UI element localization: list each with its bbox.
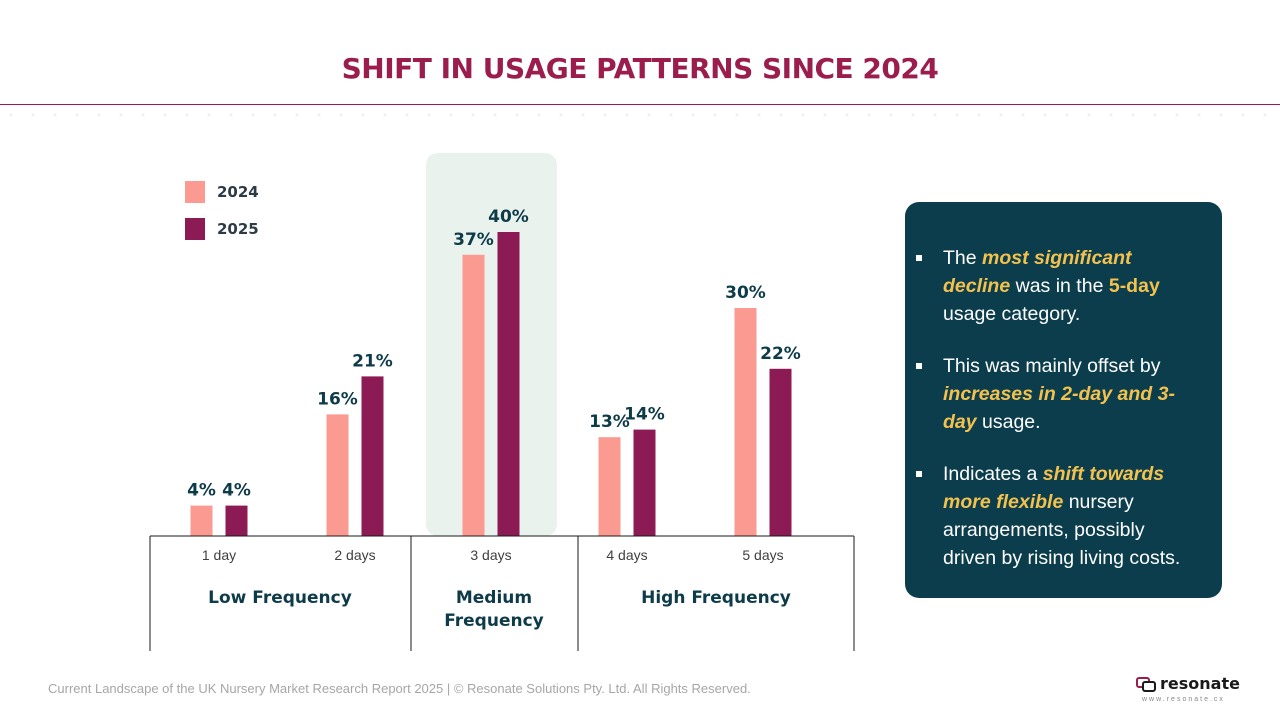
insight-item: This was mainly offset by increases in 2… <box>916 352 1202 436</box>
brand-name: resonate <box>1160 674 1240 693</box>
brand-url: www.resonate.cx <box>1142 696 1225 703</box>
data-label: 37% <box>453 230 494 250</box>
chart-legend: 2024 2025 <box>185 181 259 255</box>
bar-2025-5-days <box>769 368 792 536</box>
data-label: 14% <box>624 405 665 425</box>
legend-item-2024: 2024 <box>185 181 259 203</box>
insight-item: The most significant decline was in the … <box>916 244 1202 328</box>
insight-highlight: shift towards more flexible <box>943 463 1165 513</box>
insights-panel: The most significant decline was in the … <box>905 202 1222 598</box>
bar-2024-3-days <box>462 254 485 537</box>
data-label: 21% <box>352 351 393 371</box>
legend-swatch-2024 <box>185 181 205 203</box>
page-title: SHIFT IN USAGE PATTERNS SINCE 2024 <box>341 52 939 85</box>
insight-text: nursery arrangements, possibly driven by… <box>943 491 1181 569</box>
footer-copyright: Current Landscape of the UK Nursery Mark… <box>48 681 751 696</box>
data-label: 4% <box>222 481 251 501</box>
group-label: Frequency <box>444 611 544 631</box>
insight-text: usage category. <box>943 303 1081 325</box>
bar-2024-2-days <box>326 414 349 536</box>
legend-swatch-2025 <box>185 218 205 240</box>
legend-label-2024: 2024 <box>217 183 259 201</box>
bar-2024-5-days <box>734 308 757 536</box>
decorative-dot-band <box>0 112 1280 118</box>
bar-chart: 4% 16% 37% 13% 30% 4% 21% 40% 14% 22% 1 day 2 days 3… <box>149 153 855 651</box>
legend-item-2025: 2025 <box>185 218 259 240</box>
chat-bubbles-icon <box>1136 677 1156 692</box>
bullet-icon <box>916 255 922 261</box>
insight-text: usage. <box>976 411 1041 433</box>
x-tick-label: 1 day <box>202 547 236 563</box>
data-label: 30% <box>725 283 766 303</box>
bar-2024-1-day <box>190 505 213 536</box>
bar-2025-2-days <box>361 376 384 536</box>
insight-text: The <box>943 247 983 269</box>
bar-2025-4-days <box>633 429 656 536</box>
bar-2025-1-day <box>225 505 248 536</box>
data-label: 22% <box>760 344 801 364</box>
bullet-icon <box>916 363 922 369</box>
brand-logo[interactable]: resonate www.resonate.cx <box>1136 674 1246 708</box>
title-divider <box>0 104 1280 105</box>
data-label: 4% <box>187 481 216 501</box>
highlighted-group-background <box>426 153 557 536</box>
x-tick-label: 2 days <box>334 547 375 563</box>
x-tick-label: 5 days <box>742 547 783 563</box>
insight-item: Indicates a shift towards more flexible … <box>916 460 1202 572</box>
group-label: High Frequency <box>641 588 791 608</box>
data-label: 16% <box>317 389 358 409</box>
legend-label-2025: 2025 <box>217 220 259 238</box>
bar-2025-3-days <box>497 232 520 536</box>
insight-highlight: most significant decline <box>943 247 1132 297</box>
insight-highlight: 5-day <box>1108 275 1160 297</box>
x-tick-label: 4 days <box>606 547 647 563</box>
bar-2024-4-days <box>598 437 621 536</box>
x-tick-label: 3 days <box>470 547 511 563</box>
insight-text: This was mainly offset by <box>943 355 1161 377</box>
group-label: Low Frequency <box>208 588 352 608</box>
insight-text: Indicates a <box>943 463 1043 485</box>
data-label: 40% <box>488 207 529 227</box>
insight-text: was in the <box>1010 275 1109 297</box>
bullet-icon <box>916 471 922 477</box>
group-label: Medium <box>456 588 532 608</box>
data-label: 13% <box>589 412 630 432</box>
insight-highlight: increases in 2-day and 3-day <box>943 383 1175 433</box>
